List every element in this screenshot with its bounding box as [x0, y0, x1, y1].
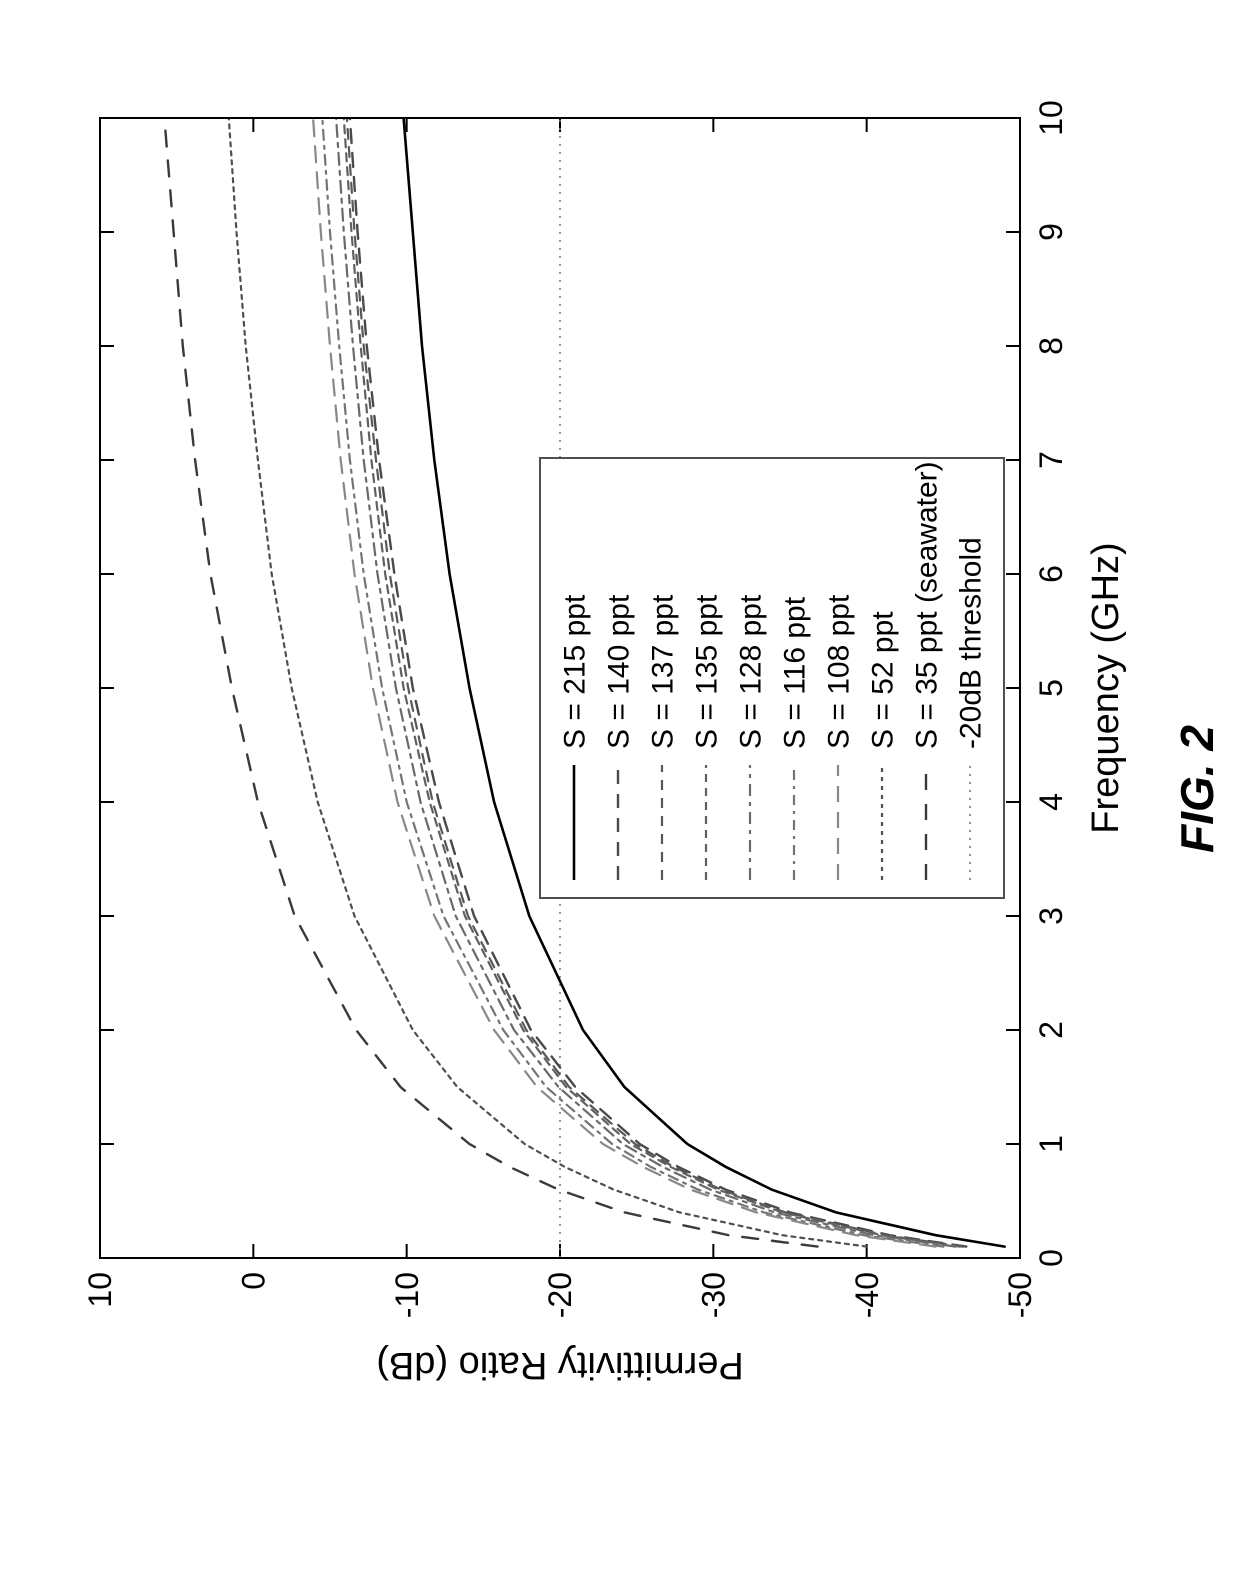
svg-text:-20dB threshold: -20dB threshold: [955, 537, 988, 749]
svg-text:S = 215 ppt: S = 215 ppt: [559, 594, 592, 749]
svg-text:S = 128 ppt: S = 128 ppt: [735, 594, 768, 749]
svg-text:9: 9: [1033, 223, 1069, 241]
svg-text:S = 108 ppt: S = 108 ppt: [823, 594, 856, 749]
page: 0 1 2 3 4 5 6 7 8 9 10 -50 -40 -30 -20 -10 0 10 Frequency …: [0, 0, 1240, 1578]
svg-text:Frequency (GHz): Frequency (GHz): [1085, 542, 1127, 833]
svg-text:-20: -20: [542, 1272, 578, 1318]
svg-text:S = 140 ppt: S = 140 ppt: [603, 594, 636, 749]
svg-text:4: 4: [1033, 793, 1069, 811]
svg-text:5: 5: [1033, 679, 1069, 697]
svg-text:S = 52 ppt: S = 52 ppt: [867, 611, 900, 749]
svg-text:-40: -40: [849, 1272, 885, 1318]
svg-text:10: 10: [1033, 100, 1069, 136]
svg-text:2: 2: [1033, 1021, 1069, 1039]
svg-text:S = 137 ppt: S = 137 ppt: [647, 594, 680, 749]
svg-text:-50: -50: [1002, 1272, 1038, 1318]
svg-text:7: 7: [1033, 451, 1069, 469]
svg-text:3: 3: [1033, 907, 1069, 925]
svg-text:10: 10: [82, 1272, 118, 1308]
chart-canvas: 0 1 2 3 4 5 6 7 8 9 10 -50 -40 -30 -20 -10 0 10 Frequency …: [0, 0, 1240, 1578]
svg-text:1: 1: [1033, 1135, 1069, 1153]
rotated-canvas: 0 1 2 3 4 5 6 7 8 9 10 -50 -40 -30 -20 -10 0 10 Frequency …: [0, 0, 1240, 1578]
svg-text:0: 0: [1033, 1249, 1069, 1267]
svg-text:Permittivity Ratio (dB): Permittivity Ratio (dB): [376, 1344, 743, 1386]
svg-text:0: 0: [236, 1272, 272, 1290]
svg-text:-30: -30: [696, 1272, 732, 1318]
svg-text:S = 135 ppt: S = 135 ppt: [691, 594, 724, 749]
svg-text:S = 116 ppt: S = 116 ppt: [779, 596, 812, 749]
permittivity-chart: 0 1 2 3 4 5 6 7 8 9 10 -50 -40 -30 -20 -10 0 10 Frequency …: [0, 0, 1240, 1578]
svg-text:-10: -10: [389, 1272, 425, 1318]
svg-text:S = 35 ppt (seawater): S = 35 ppt (seawater): [911, 461, 944, 749]
svg-text:8: 8: [1033, 337, 1069, 355]
svg-text:6: 6: [1033, 565, 1069, 583]
figure-caption: FIG. 2: [1170, 669, 1224, 909]
